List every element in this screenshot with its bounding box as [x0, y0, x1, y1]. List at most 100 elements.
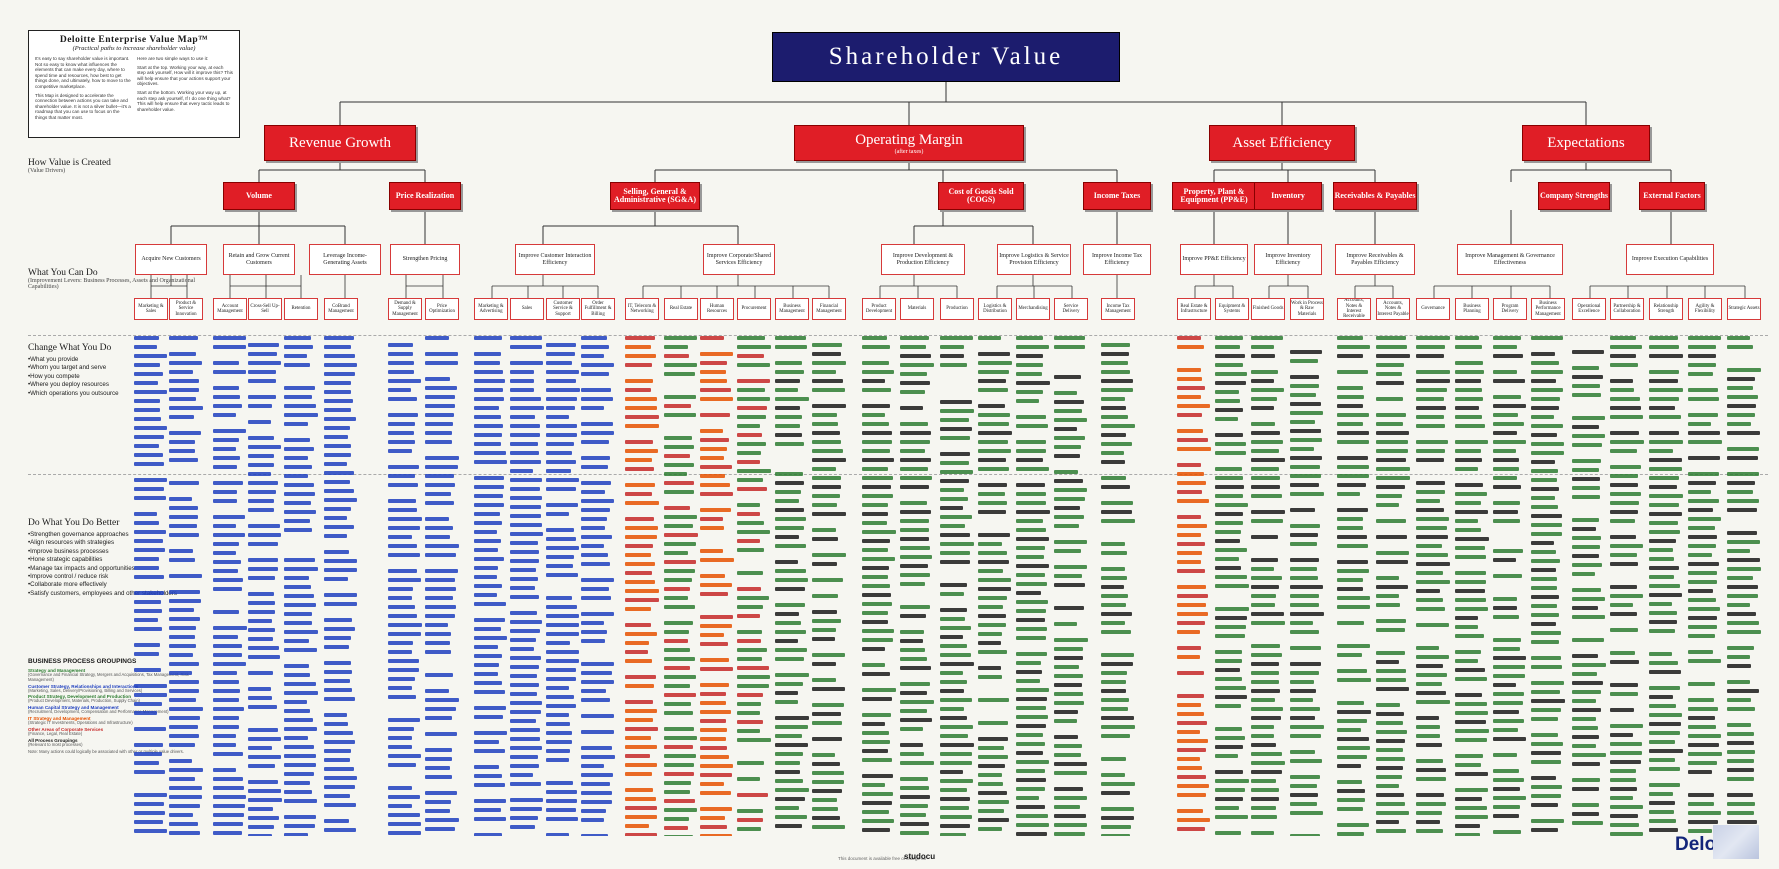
l2-box[interactable]: Receivables & Payables: [1333, 182, 1417, 210]
l3-box[interactable]: Improve Logistics & Service Provision Ef…: [997, 244, 1071, 275]
lever-box[interactable]: Finished Goods: [1251, 298, 1285, 320]
action-text-line: [940, 418, 970, 422]
action-text-line: [1572, 672, 1597, 676]
shareholder-value-box[interactable]: Shareholder Value: [772, 32, 1120, 82]
action-text-line: [1493, 638, 1521, 642]
lever-box[interactable]: Marketing & Sales: [134, 298, 168, 320]
driver-operating-margin[interactable]: Operating Margin (after taxes): [794, 125, 1024, 161]
action-text-line: [1337, 669, 1367, 673]
lever-box[interactable]: Equipment & Systems: [1215, 298, 1249, 320]
lever-box[interactable]: Relationship Strength: [1649, 298, 1683, 320]
lever-box[interactable]: Sales: [510, 298, 544, 320]
action-text-line: [940, 824, 970, 828]
l3-box[interactable]: Improve Income Tax Efficiency: [1083, 244, 1151, 275]
lever-box[interactable]: IT, Telecom & Networking: [625, 298, 659, 320]
l3-box[interactable]: Improve Corporate/Shared Services Effici…: [703, 244, 775, 275]
lever-box[interactable]: Human Resources: [700, 298, 734, 320]
lever-box[interactable]: Governance: [1416, 298, 1450, 320]
action-text-line: [324, 688, 353, 692]
l3-box[interactable]: Improve PP&E Efficiency: [1180, 244, 1248, 275]
lever-box[interactable]: Program Delivery: [1493, 298, 1527, 320]
action-text-line: [1337, 755, 1368, 759]
lever-box[interactable]: Income Tax Management: [1101, 298, 1135, 320]
l3-box[interactable]: Improve Customer Interaction Efficiency: [515, 244, 595, 275]
lever-box[interactable]: Cross-Sell Up-Sell: [248, 298, 282, 320]
lever-box[interactable]: Business Management: [775, 298, 809, 320]
l3-box[interactable]: Improve Inventory Efficiency: [1254, 244, 1322, 275]
action-text-line: [664, 605, 695, 609]
lever-box[interactable]: Business Performance Management: [1531, 298, 1565, 320]
action-text-line: [1251, 535, 1278, 539]
action-text-line: [134, 693, 167, 697]
lever-box[interactable]: Production: [940, 298, 974, 320]
lever-box[interactable]: Order Fulfillment & Billing: [581, 298, 615, 320]
driver-revenue-growth[interactable]: Revenue Growth: [264, 125, 416, 161]
lever-box[interactable]: Demand & Supply Management: [388, 298, 422, 320]
action-text-line: [862, 336, 888, 340]
l2-box[interactable]: Property, Plant & Equipment (PP&E): [1172, 182, 1256, 210]
action-text-line: [737, 415, 766, 419]
action-text-line: [169, 515, 198, 519]
lever-box[interactable]: Materials: [900, 298, 934, 320]
lever-box[interactable]: Agility & Flexibility: [1688, 298, 1722, 320]
l3-box[interactable]: Improve Execution Capabilities: [1626, 244, 1714, 275]
l3-box[interactable]: Improve Development & Production Efficie…: [881, 244, 965, 275]
lever-box[interactable]: Logistics & Distribution: [978, 298, 1012, 320]
l3-box[interactable]: Strengthen Pricing: [390, 244, 460, 275]
action-text-line: [474, 765, 500, 769]
intro-paragraph: This Map is designed to accelerate the c…: [35, 92, 131, 120]
action-text-line: [812, 780, 845, 784]
lever-box[interactable]: Accounts, Notes & Interest Payable: [1376, 298, 1410, 320]
action-text-line: [1531, 595, 1560, 599]
action-text-line: [1610, 483, 1639, 487]
l2-box[interactable]: Cost of Goods Sold (COGS): [938, 182, 1024, 210]
action-text-line: [1016, 697, 1047, 701]
lever-box[interactable]: Real Estate & Infrastructure: [1177, 298, 1211, 320]
l3-box[interactable]: Improve Management & Governance Effectiv…: [1457, 244, 1563, 275]
action-text-line: [1251, 379, 1275, 383]
l2-box[interactable]: Inventory: [1254, 182, 1322, 210]
lever-box[interactable]: Price Optimization: [425, 298, 459, 320]
lever-box[interactable]: Business Planning: [1455, 298, 1489, 320]
lever-box[interactable]: Procurement: [737, 298, 771, 320]
l2-box[interactable]: Volume: [223, 182, 295, 210]
lever-box[interactable]: Strategic Assets: [1727, 298, 1761, 320]
lever-box[interactable]: Partnership & Collaboration: [1610, 298, 1644, 320]
lever-box[interactable]: Customer Service & Support: [546, 298, 580, 320]
lever-box[interactable]: Operational Excellence: [1572, 298, 1606, 320]
lever-box[interactable]: Merchandising: [1016, 298, 1050, 320]
action-text-line: [900, 519, 929, 523]
l3-box[interactable]: Leverage Income-Generating Assets: [309, 244, 381, 275]
list-item: Where you deploy resources: [28, 381, 119, 389]
studocu-logo[interactable]: studocu: [904, 852, 936, 861]
lever-box[interactable]: Retention: [284, 298, 318, 320]
lever-box[interactable]: Product Development: [862, 298, 896, 320]
action-text-line: [1016, 618, 1045, 622]
action-text-line: [1688, 431, 1720, 435]
lever-box[interactable]: CoBrand Management: [324, 298, 358, 320]
action-text-line: [1290, 621, 1314, 625]
lever-box[interactable]: Financial Management: [812, 298, 846, 320]
lever-box[interactable]: Work in Process & Raw Materials: [1290, 298, 1324, 320]
action-text-line: [284, 790, 312, 794]
l2-box[interactable]: Price Realization: [389, 182, 461, 210]
driver-asset-efficiency[interactable]: Asset Efficiency: [1209, 125, 1355, 161]
action-text-line: [388, 641, 413, 645]
l2-box[interactable]: Company Strengths: [1538, 182, 1610, 210]
lever-box[interactable]: Real Estate: [664, 298, 698, 320]
lever-box[interactable]: Accounts, Notes & Interest Receivable: [1337, 298, 1371, 320]
driver-expectations[interactable]: Expectations: [1522, 125, 1650, 161]
action-text-line: [1016, 492, 1046, 496]
l3-box[interactable]: Improve Receivables & Payables Efficienc…: [1335, 244, 1415, 275]
l2-box[interactable]: External Factors: [1639, 182, 1705, 210]
l2-box[interactable]: Income Taxes: [1083, 182, 1151, 210]
lever-box[interactable]: Service Delivery: [1054, 298, 1088, 320]
lever-box[interactable]: Marketing & Advertising: [474, 298, 508, 320]
l3-box[interactable]: Retain and Grow Current Customers: [223, 244, 295, 275]
action-text-line: [1016, 823, 1049, 827]
lever-box[interactable]: Product & Service Innovation: [169, 298, 203, 320]
action-text-line: [213, 804, 246, 808]
l2-box[interactable]: Selling, General & Administrative (SG&A): [610, 182, 700, 210]
l3-box[interactable]: Acquire New Customers: [135, 244, 207, 275]
lever-box[interactable]: Account Management: [213, 298, 247, 320]
